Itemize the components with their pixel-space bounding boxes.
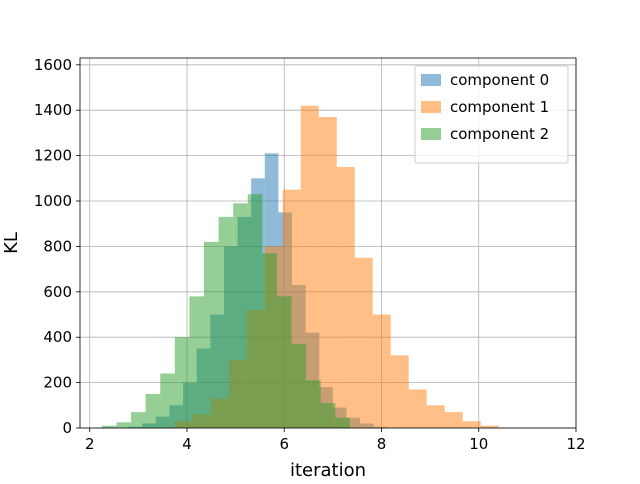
legend-box xyxy=(414,65,569,164)
legend-label: component 0 xyxy=(450,71,549,89)
y-tick-label: 600 xyxy=(43,283,72,301)
y-tick-label: 1000 xyxy=(34,192,72,210)
histogram-bar xyxy=(320,403,336,428)
x-tick-label: 6 xyxy=(279,435,289,453)
histogram-bar xyxy=(160,373,175,428)
histogram-bar xyxy=(247,194,263,428)
x-tick-label: 2 xyxy=(85,435,95,453)
histogram-bar xyxy=(145,393,161,428)
histogram-bar xyxy=(189,296,204,428)
y-tick-label: 0 xyxy=(62,419,72,437)
histogram-bar xyxy=(390,355,409,428)
x-tick-label: 12 xyxy=(566,435,585,453)
histogram-bar xyxy=(233,203,248,428)
y-tick-label: 400 xyxy=(43,328,72,346)
series-2-bars xyxy=(101,194,350,428)
histogram-bar xyxy=(116,422,132,428)
plot-area-frame xyxy=(79,57,577,429)
histogram-bar xyxy=(218,216,234,428)
histogram-bar xyxy=(276,296,292,428)
x-axis-label: iteration xyxy=(290,460,366,480)
x-tick-label: 4 xyxy=(182,435,192,453)
histogram-bar xyxy=(204,241,219,428)
axis-ticks: 2 4 6 8 10 12 0 200 400 600 800 1000 1200 1400 1600 xyxy=(34,56,586,453)
legend-label: component 1 xyxy=(450,98,549,116)
x-tick-label: 8 xyxy=(377,435,387,453)
histogram-bar xyxy=(174,337,190,428)
y-tick-label: 200 xyxy=(43,374,72,392)
y-tick-label: 800 xyxy=(43,237,72,255)
histogram-bar xyxy=(426,405,445,428)
legend-label: component 2 xyxy=(450,125,549,143)
y-tick-label: 1200 xyxy=(34,147,72,165)
legend-swatch xyxy=(421,128,441,140)
histogram-bar xyxy=(462,421,481,428)
histogram-bar xyxy=(336,166,355,428)
legend: component 0 component 1 component 2 xyxy=(414,65,569,164)
histogram-bar xyxy=(335,417,350,428)
histogram-bar xyxy=(354,257,373,428)
histogram-bar xyxy=(372,314,391,428)
histogram-bar xyxy=(444,412,463,428)
legend-swatch xyxy=(421,101,441,113)
histogram-bar xyxy=(262,253,277,428)
histogram-bar xyxy=(480,425,499,428)
histogram-bar xyxy=(408,389,427,428)
x-tick-label: 10 xyxy=(469,435,488,453)
histogram-bar xyxy=(131,412,146,428)
y-tick-label: 1600 xyxy=(34,56,72,74)
histogram-bars xyxy=(101,105,499,429)
legend-swatch xyxy=(421,74,441,86)
y-axis-label: KL xyxy=(1,232,22,254)
histogram-bar xyxy=(318,117,337,428)
y-tick-label: 1400 xyxy=(34,101,72,119)
histogram-bar xyxy=(291,344,307,428)
histogram-bar xyxy=(306,380,321,428)
histogram-bar xyxy=(101,425,117,428)
